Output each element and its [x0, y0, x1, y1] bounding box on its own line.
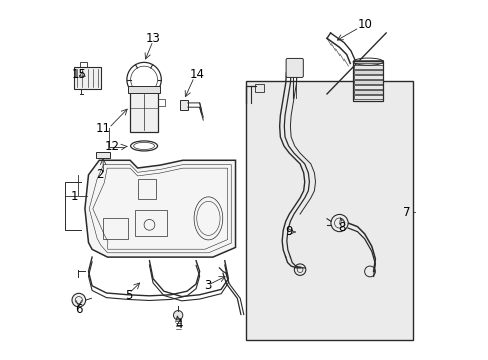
Bar	[353, 59, 382, 63]
Bar	[255, 84, 264, 92]
Bar	[353, 90, 382, 94]
Text: 5: 5	[125, 289, 132, 302]
Bar	[74, 67, 101, 89]
Bar	[352, 61, 383, 101]
Bar	[353, 70, 382, 74]
Bar	[246, 81, 412, 339]
Text: 6: 6	[75, 303, 82, 316]
Text: 13: 13	[145, 32, 160, 45]
Bar	[158, 99, 164, 107]
Bar	[135, 211, 167, 235]
Text: 12: 12	[105, 140, 120, 153]
Text: 1: 1	[70, 190, 78, 203]
Bar	[353, 95, 382, 99]
Bar	[353, 65, 382, 68]
Bar	[137, 179, 155, 199]
Polygon shape	[85, 160, 235, 257]
Bar	[80, 62, 86, 67]
FancyBboxPatch shape	[285, 58, 303, 77]
Bar	[128, 86, 160, 93]
Bar	[102, 218, 128, 239]
Text: 4: 4	[175, 318, 183, 331]
Text: 15: 15	[71, 68, 86, 81]
Text: 10: 10	[356, 18, 371, 31]
Text: 8: 8	[338, 221, 346, 234]
Bar	[353, 80, 382, 84]
Text: 14: 14	[189, 68, 204, 81]
Bar	[353, 75, 382, 79]
Bar	[180, 100, 187, 110]
Bar	[353, 85, 382, 89]
Text: 2: 2	[96, 168, 103, 181]
Text: 11: 11	[95, 122, 110, 135]
Circle shape	[330, 215, 347, 231]
Text: 9: 9	[285, 225, 292, 238]
Text: 7: 7	[403, 206, 410, 219]
Text: 3: 3	[204, 279, 211, 292]
Bar	[96, 152, 110, 158]
Bar	[129, 90, 158, 132]
Circle shape	[173, 311, 183, 320]
Circle shape	[72, 293, 85, 307]
